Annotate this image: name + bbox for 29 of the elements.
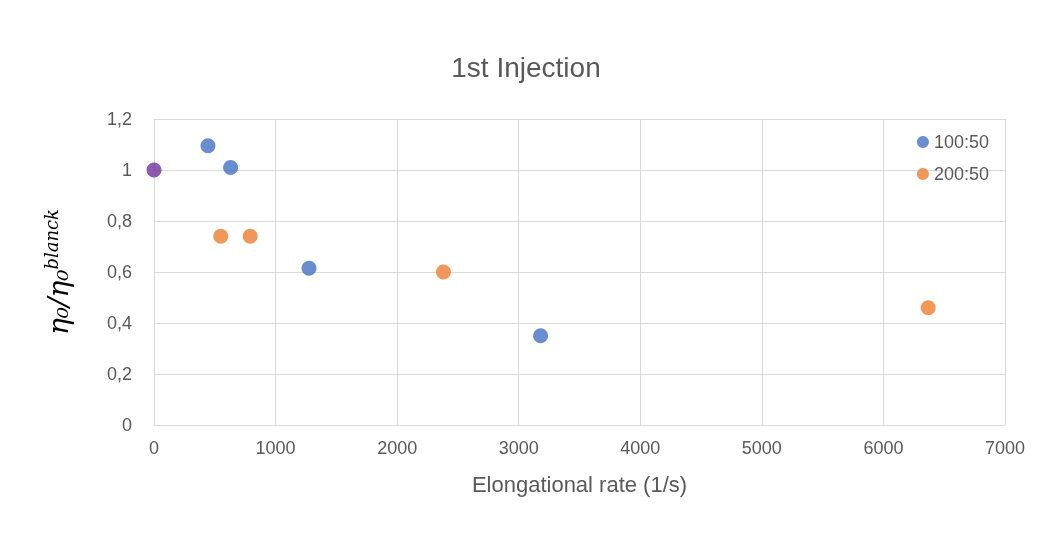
point xyxy=(435,264,451,280)
x-tick-label: 3000 xyxy=(498,438,539,458)
y-tick-label: 0,6 xyxy=(106,262,132,282)
legend-label: 100:50 xyxy=(933,132,990,152)
x-tick-label: 2000 xyxy=(377,438,418,458)
x-tick-label: 0 xyxy=(148,438,160,458)
x-tick-label: 7000 xyxy=(984,438,1026,458)
x-tick-label: 1000 xyxy=(255,438,296,458)
x-axis-title: Elongational rate (1/s) xyxy=(471,471,688,497)
point xyxy=(533,328,549,344)
y-tick-label: 1,2 xyxy=(106,109,132,129)
legend-label: 200:50 xyxy=(933,164,990,184)
y-tick-label: 0 xyxy=(121,415,132,435)
point xyxy=(213,228,229,244)
y-tick-label: 0,4 xyxy=(106,313,132,333)
x-tick-label: 6000 xyxy=(863,438,904,458)
chart-title: 1st Injection xyxy=(451,51,601,83)
point xyxy=(223,159,239,175)
point xyxy=(920,300,936,316)
x-tick-label: 4000 xyxy=(620,438,661,458)
y-tick-label: 0,2 xyxy=(106,364,132,384)
point xyxy=(200,138,216,154)
x-tick-label: 5000 xyxy=(741,438,782,458)
point xyxy=(301,260,317,276)
y-tick-label: 0,8 xyxy=(106,211,132,231)
point xyxy=(242,228,258,244)
point xyxy=(146,162,162,178)
y-tick-label: 1 xyxy=(121,160,132,180)
y-axis-title: η₀/η₀blanck xyxy=(40,208,75,336)
